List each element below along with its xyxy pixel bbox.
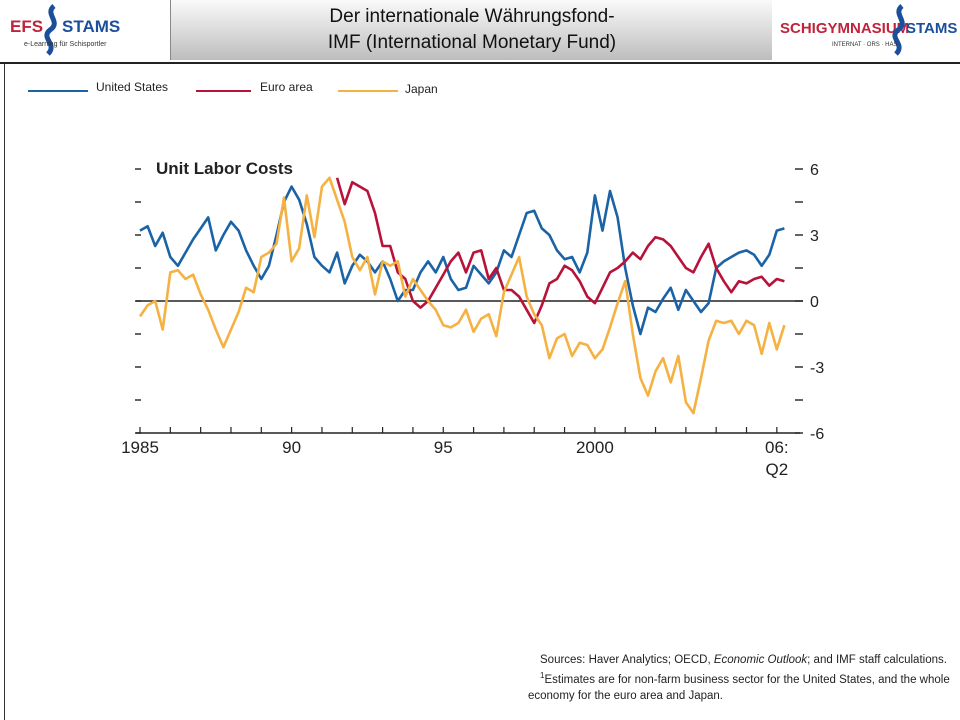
logo-left-text2: STAMS bbox=[62, 17, 120, 36]
header-divider bbox=[0, 62, 960, 64]
chart-title: Unit Labor Costs bbox=[156, 159, 293, 178]
x-tick-label: 06: bbox=[765, 438, 789, 457]
logo-left-sub: e-Learning für Schisportler bbox=[24, 41, 107, 48]
right-tick-label: 0 bbox=[810, 294, 819, 311]
footnote-marker: 1 bbox=[540, 671, 545, 680]
footnote-sources: Sources: Haver Analytics; OECD, Economic… bbox=[528, 652, 956, 668]
chart-footnote: Sources: Haver Analytics; OECD, Economic… bbox=[528, 652, 956, 704]
logo-right-text1: SCHIGYMNASIUM bbox=[780, 20, 909, 37]
schigymnasium-logo-graphic: SCHIGYMNASIUM STAMS INTERNAT · ORS · HAS bbox=[780, 4, 957, 56]
left-border bbox=[4, 64, 5, 720]
logo-right-text2: STAMS bbox=[906, 20, 957, 37]
s-swoosh-icon bbox=[44, 4, 57, 56]
x-tick-label: 1985 bbox=[121, 438, 159, 457]
page-title-line2: IMF (International Monetary Fund) bbox=[327, 32, 617, 53]
series-line-euro bbox=[335, 177, 785, 325]
right-tick-label: 3 bbox=[810, 228, 819, 245]
s-swoosh-icon bbox=[892, 4, 905, 56]
slide-header: EFS STAMS e-Learning für Schisportler De… bbox=[0, 0, 960, 62]
right-tick-label: -3 bbox=[810, 360, 824, 377]
x-tick-label: 90 bbox=[282, 438, 301, 457]
series-line-us bbox=[139, 185, 785, 336]
logo-left-text1: EFS bbox=[10, 17, 43, 36]
x-tick-sub-label: Q2 bbox=[765, 460, 788, 479]
logo-right-sub: INTERNAT · ORS · HAS bbox=[832, 42, 897, 48]
right-tick-label: 6 bbox=[810, 162, 819, 179]
footnote-estimates: 1Estimates are for non-farm business sec… bbox=[528, 668, 956, 688]
series-layer bbox=[138, 176, 786, 415]
legend-label-us: United States bbox=[96, 80, 169, 94]
efs-stams-logo: EFS STAMS e-Learning für Schisportler bbox=[0, 0, 170, 60]
legend-label-japan: Japan bbox=[405, 82, 438, 96]
footnote-sources-italic: Economic Outlook bbox=[713, 654, 808, 666]
legend-line-euro bbox=[196, 90, 251, 92]
x-axis-ticks: 1985 90 95 2000 06: bbox=[121, 427, 789, 457]
series-line-japan bbox=[138, 176, 786, 415]
x-tick-label: 2000 bbox=[576, 438, 614, 457]
footnote-sources-post: ; and IMF staff calculations. bbox=[807, 654, 947, 666]
legend-label-euro: Euro area bbox=[260, 80, 313, 94]
x-tick-label: 95 bbox=[434, 438, 453, 457]
legend-line-us bbox=[28, 90, 88, 92]
right-axis-ticks: 6 3 0 -3 -6 bbox=[795, 162, 824, 443]
footnote-estimates-text: Estimates are for non-farm business sect… bbox=[544, 673, 950, 686]
right-tick-label: -6 bbox=[810, 426, 824, 443]
legend-line-japan bbox=[338, 90, 398, 92]
footnote-sources-pre: Sources: Haver Analytics; OECD, bbox=[540, 654, 714, 666]
title-box: Der internationale Währungsfond- IMF (In… bbox=[170, 0, 774, 60]
chart-legend: United States Euro area Japan bbox=[0, 74, 960, 104]
efs-stams-logo-graphic: EFS STAMS e-Learning für Schisportler bbox=[10, 4, 120, 56]
page-title-line1: Der internationale Währungsfond- bbox=[329, 6, 615, 27]
footnote-economy: economy for the euro area and Japan. bbox=[528, 689, 723, 702]
schigymnasium-stams-logo: SCHIGYMNASIUM STAMS INTERNAT · ORS · HAS bbox=[772, 0, 960, 60]
